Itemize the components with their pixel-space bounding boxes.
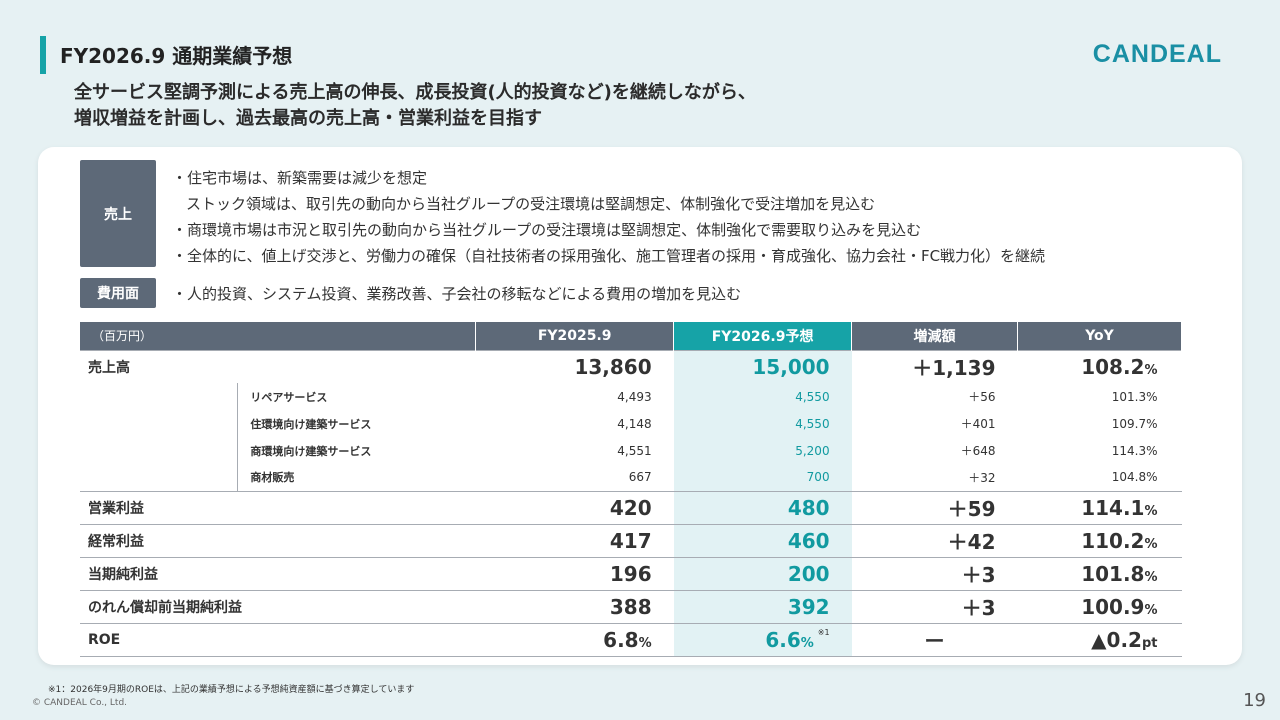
value-fy2025: 417 — [475, 523, 674, 557]
table-header-row: （百万円） FY2025.9 FY2026.9予想 増減額 YoY — [80, 322, 1182, 350]
value-yoy: ▲0.2pt — [1017, 622, 1182, 657]
value-fy2026: 392 — [673, 589, 852, 623]
headline: 全サービス堅調予測による売上高の伸長、成長投資(人的投資など)を継続しながら、 … — [74, 80, 756, 132]
company-logo: CANDEAL — [1092, 40, 1222, 68]
value-fy2026: 15,000 — [673, 349, 852, 383]
col-header-yoy: YoY — [1017, 322, 1182, 350]
value-diff: ＋3 — [851, 556, 1018, 590]
value-yoy: 108.2% — [1017, 349, 1182, 383]
value-fy2026: 480 — [673, 490, 852, 524]
value-fy2025: 6.8% — [475, 622, 674, 657]
value-yoy: 110.2% — [1017, 523, 1182, 557]
row-label: のれん償却前当期純利益 — [80, 589, 476, 623]
sales-bullet: ストック領域は、取引先の動向から当社グループの受注環境は堅調想定、体制強化で受注… — [186, 195, 876, 213]
sub-yoy: 109.7% — [1111, 416, 1158, 431]
footnote-marker: ※1 — [817, 627, 830, 637]
table-row-sub: 住環境向け建築サービス 4,148 4,550 ＋401 109.7% — [80, 410, 1182, 437]
row-label: 経常利益 — [80, 523, 476, 557]
row-label: 営業利益 — [80, 490, 476, 524]
sub-diff: ＋32 — [968, 470, 996, 485]
table-row-net-income-before-goodwill: のれん償却前当期純利益 388 392 ＋3 100.9% — [80, 589, 1182, 623]
table-row-sub: リペアサービス 4,493 4,550 ＋56 101.3% — [80, 383, 1182, 410]
sub-label: 商材販売 — [237, 464, 476, 491]
value-diff: ＋3 — [851, 589, 1018, 623]
table-row-sub: 商材販売 667 700 ＋32 104.8% — [80, 464, 1182, 491]
title-accent-bar — [40, 36, 46, 74]
value-fy2026: 6.6%※1 — [673, 622, 852, 657]
sales-bullet: ・商環境市場は市況と取引先の動向から当社グループの受注環境は堅調想定、体制強化で… — [172, 221, 922, 239]
row-label: 売上高 — [80, 349, 476, 383]
sales-tag: 売上 — [80, 160, 156, 267]
sub-fy2026: 4,550 — [673, 383, 852, 410]
headline-line-2: 増収増益を計画し、過去最高の売上高・営業利益を目指す — [74, 108, 542, 129]
financial-forecast-table: （百万円） FY2025.9 FY2026.9予想 増減額 YoY 売上高 13… — [80, 322, 1182, 657]
sub-fy2025: 4,493 — [617, 389, 652, 404]
sub-yoy: 104.8% — [1111, 470, 1158, 485]
value-diff: ＋1,139 — [851, 349, 1018, 383]
sub-label: 住環境向け建築サービス — [237, 410, 476, 437]
value-fy2026: 200 — [673, 556, 852, 590]
value-diff: ＋42 — [851, 523, 1018, 557]
unit-header: （百万円） — [80, 322, 477, 350]
value-yoy: 114.1% — [1017, 490, 1182, 524]
sales-bullet: ・全体的に、値上げ交渉と、労働力の確保（自社技術者の採用強化、施工管理者の採用・… — [172, 247, 1046, 265]
sub-fy2026: 700 — [673, 464, 852, 491]
cost-tag: 費用面 — [80, 278, 156, 308]
copyright: © CANDEAL Co., Ltd. — [32, 698, 128, 708]
sub-fy2026: 5,200 — [673, 437, 852, 464]
value-fy2025: 420 — [475, 490, 674, 524]
table-row-revenue: 売上高 13,860 15,000 ＋1,139 108.2% — [80, 349, 1182, 383]
value-fy2025: 388 — [475, 589, 674, 623]
value-diff: ＋59 — [851, 490, 1018, 524]
table-row-ordinary-profit: 経常利益 417 460 ＋42 110.2% — [80, 523, 1182, 557]
col-header-fy2026-forecast: FY2026.9予想 — [673, 322, 853, 350]
sales-bullet: ・住宅市場は、新築需要は減少を想定 — [172, 169, 428, 187]
col-header-diff: 増減額 — [851, 322, 1019, 350]
page-title: FY2026.9 通期業績予想 — [60, 44, 293, 68]
footnote: ※1：2026年9月期のROEは、上記の業績予想による予想純資産額に基づき算定し… — [48, 685, 415, 695]
table-row-roe: ROE 6.8% 6.6%※1 ー ▲0.2pt — [80, 622, 1182, 657]
cost-bullet: ・人的投資、システム投資、業務改善、子会社の移転などによる費用の増加を見込む — [172, 285, 742, 303]
sub-diff: ＋56 — [968, 390, 996, 404]
row-label: ROE — [80, 622, 476, 657]
sub-label: リペアサービス — [237, 383, 476, 410]
value-fy2026: 460 — [673, 523, 852, 557]
value-fy2025: 196 — [475, 556, 674, 590]
sub-fy2025: 4,148 — [617, 416, 652, 431]
sub-diff: ＋401 — [960, 417, 996, 431]
table-row-operating-profit: 営業利益 420 480 ＋59 114.1% — [80, 490, 1182, 524]
sub-yoy: 114.3% — [1111, 443, 1158, 458]
col-header-fy2025: FY2025.9 — [475, 322, 675, 350]
table-row-sub: 商環境向け建築サービス 4,551 5,200 ＋648 114.3% — [80, 437, 1182, 464]
sub-label: 商環境向け建築サービス — [237, 437, 476, 464]
sub-yoy: 101.3% — [1111, 389, 1158, 404]
page-number: 19 — [1243, 690, 1266, 711]
value-fy2025: 13,860 — [475, 349, 674, 383]
sales-bullets: ・住宅市場は、新築需要は減少を想定 ストック領域は、取引先の動向から当社グループ… — [172, 165, 1045, 269]
sub-fy2025: 667 — [628, 470, 652, 485]
value-yoy: 101.8% — [1017, 556, 1182, 590]
value-yoy: 100.9% — [1017, 589, 1182, 623]
sub-fy2026: 4,550 — [673, 410, 852, 437]
value-diff: ー — [851, 622, 1018, 657]
row-label: 当期純利益 — [80, 556, 476, 590]
sub-fy2025: 4,551 — [617, 443, 652, 458]
table-row-net-income: 当期純利益 196 200 ＋3 101.8% — [80, 556, 1182, 590]
headline-line-1: 全サービス堅調予測による売上高の伸長、成長投資(人的投資など)を継続しながら、 — [74, 82, 756, 103]
sub-diff: ＋648 — [960, 444, 996, 458]
